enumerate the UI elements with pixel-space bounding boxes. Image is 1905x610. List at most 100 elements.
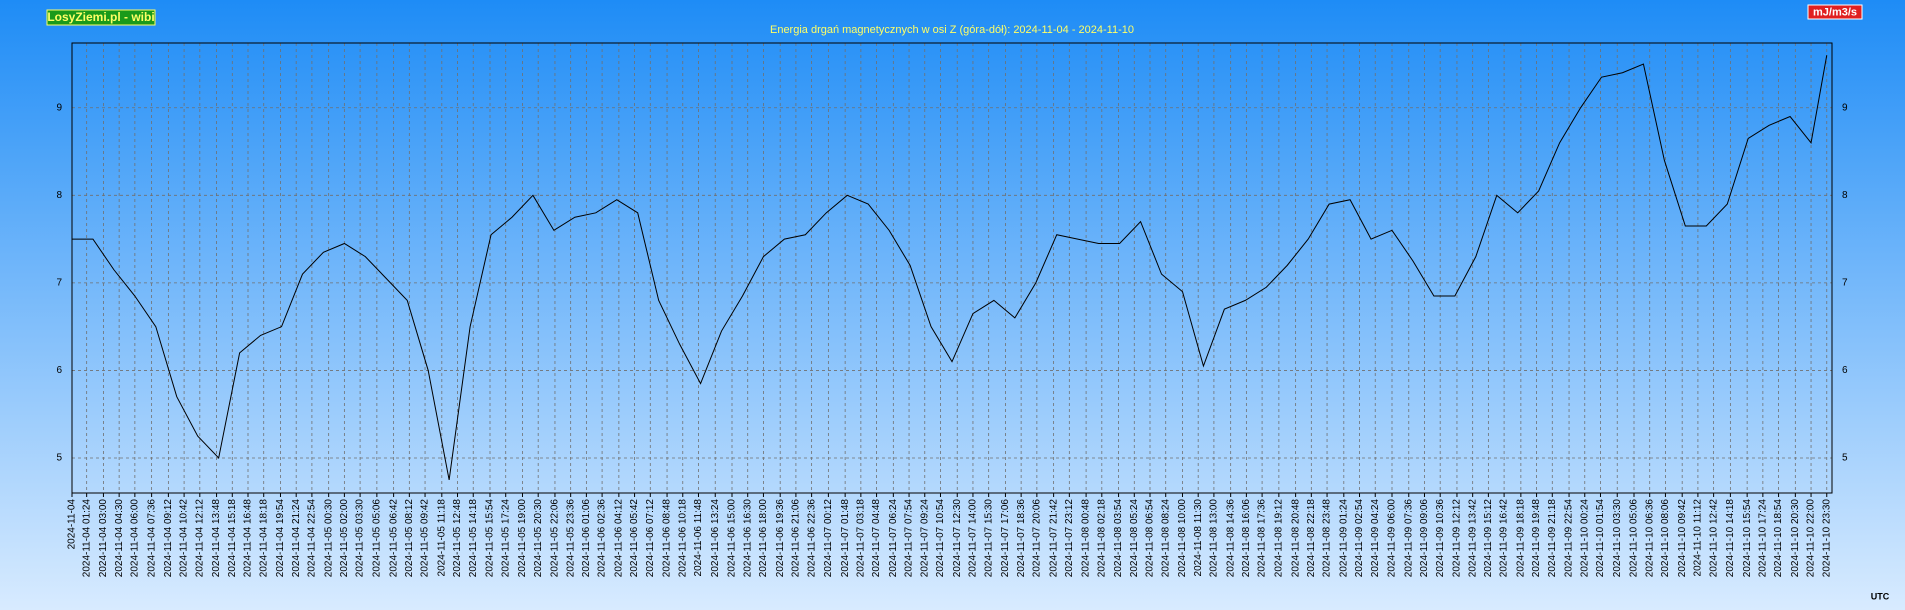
x-tick-label: 2024-11-06 18:00	[758, 499, 769, 578]
x-tick-label: 2024-11-04 06:00	[129, 499, 140, 578]
x-tick-label: 2024-11-08 14:36	[1225, 499, 1236, 578]
x-tick-label: 2024-11-05 08:12	[404, 499, 415, 578]
x-tick-label: 2024-11-07 18:36	[1016, 499, 1027, 578]
x-tick-label: 2024-11-07 04:48	[871, 499, 882, 578]
x-tick-label: 2024-11-07 07:54	[904, 499, 915, 578]
y-tick-label-right: 9	[1842, 102, 1848, 113]
x-tick-label: 2024-11-06 16:30	[742, 499, 753, 578]
x-tick-label: 2024-11-05 09:42	[420, 499, 431, 578]
x-tick-label: 2024-11-05 05:06	[371, 499, 382, 578]
x-tick-label: 2024-11-05 17:24	[500, 499, 511, 578]
x-tick-label: 2024-11-10 20:30	[1790, 499, 1801, 578]
x-tick-label: 2024-11-06 07:12	[645, 499, 656, 578]
x-tick-label: 2024-11-06 01:06	[581, 499, 592, 578]
x-tick-label: 2024-11-10 00:24	[1579, 499, 1590, 578]
x-tick-label: 2024-11-05 03:30	[355, 499, 366, 578]
x-tick-label: 2024-11-10 09:42	[1677, 499, 1688, 578]
x-tick-label: 2024-11-08 19:12	[1273, 499, 1284, 578]
x-tick-label: 2024-11-06 21:06	[791, 499, 802, 578]
x-tick-label: 2024-11-10 05:06	[1629, 499, 1640, 578]
x-tick-label: 2024-11-09 21:18	[1547, 499, 1558, 578]
x-tick-label: 2024-11-07 09:24	[919, 499, 930, 578]
x-tick-label: 2024-11-09 09:06	[1419, 499, 1430, 578]
x-tick-label: 2024-11-07 20:06	[1031, 499, 1042, 578]
x-tick-label: 2024-11-10 01:54	[1595, 499, 1606, 578]
y-tick-label: 6	[56, 365, 62, 376]
x-tick-label: 2024-11-08 02:18	[1096, 499, 1107, 578]
x-tick-label: 2024-11-07 21:42	[1048, 499, 1059, 578]
x-tick-label: 2024-11-09 06:00	[1387, 499, 1398, 578]
x-tick-label: 2024-11-08 03:54	[1113, 499, 1124, 578]
x-tick-label: 2024-11-05 23:36	[565, 499, 576, 578]
x-tick-label: 2024-11-06 08:48	[662, 499, 673, 578]
y-tick-label-right: 5	[1842, 453, 1848, 464]
x-tick-label: 2024-11-07 23:12	[1064, 499, 1075, 578]
x-tick-label: 2024-11-08 05:24	[1129, 499, 1140, 578]
x-tick-label: 2024-11-04 21:24	[291, 499, 302, 578]
x-tick-label: 2024-11-05 15:54	[485, 499, 496, 578]
x-tick-label: 2024-11-10 12:42	[1708, 499, 1719, 578]
y-tick-label: 8	[56, 190, 62, 201]
x-tick-label: 2024-11-08 23:48	[1322, 499, 1333, 578]
x-tick-label: 2024-11-06 22:36	[806, 499, 817, 578]
x-tick-label: 2024-11-06 02:36	[597, 499, 608, 578]
x-tick-label: 2024-11-04 10:42	[179, 499, 190, 578]
x-tick-label: 2024-11-06 04:12	[613, 499, 624, 578]
x-tick-label: 2024-11-04 03:00	[98, 499, 109, 578]
x-tick-label: 2024-11-09 15:12	[1483, 499, 1494, 578]
x-tick-label: 2024-11-09 16:42	[1499, 499, 1510, 578]
x-tick-label: 2024-11-04 07:36	[146, 499, 157, 578]
x-tick-label: 2024-11-05 06:42	[388, 499, 399, 578]
x-tick-label: 2024-11-07 00:12	[823, 499, 834, 578]
x-tick-label: 2024-11-08 10:00	[1177, 499, 1188, 578]
y-tick-label-right: 8	[1842, 190, 1848, 201]
x-tick-label: 2024-11-10 11:12	[1693, 499, 1704, 577]
x-tick-label: 2024-11-05 00:30	[323, 499, 334, 578]
x-tick-label: 2024-11-10 03:30	[1612, 499, 1623, 578]
x-tick-label: 2024-11-08 13:00	[1209, 499, 1220, 578]
x-tick-label: 2024-11-08 22:18	[1306, 499, 1317, 578]
x-tick-label: 2024-11-10 22:00	[1806, 499, 1817, 578]
x-tick-label: 2024-11-08 17:36	[1257, 499, 1268, 578]
x-tick-label: 2024-11-04 22:54	[307, 499, 318, 578]
y-tick-label-right: 6	[1842, 365, 1848, 376]
chart-title: Energia drgań magnetycznych w osi Z (gór…	[770, 24, 1134, 36]
x-tick-label: 2024-11-04 18:18	[258, 499, 269, 578]
x-tick-label: 2024-11-10 17:24	[1757, 499, 1768, 578]
x-tick-label: 2024-11-07 06:24	[888, 499, 899, 578]
x-tick-label: 2024-11-09 19:48	[1531, 499, 1542, 578]
x-tick-label: 2024-11-09 02:54	[1354, 499, 1365, 578]
x-tick-label: 2024-11-10 06:36	[1644, 499, 1655, 578]
x-tick-label: 2024-11-10 15:54	[1742, 499, 1753, 578]
x-tick-label: 2024-11-05 11:18	[436, 499, 447, 577]
x-tick-label: 2024-11-06 10:18	[677, 499, 688, 578]
x-tick-label: 2024-11-06 11:48	[693, 499, 704, 577]
x-tick-label: 2024-11-07 15:30	[983, 499, 994, 578]
x-tick-label: 2024-11-10 23:30	[1821, 499, 1832, 578]
x-tick-label: 2024-11-07 10:54	[935, 499, 946, 578]
x-tick-label: 2024-11-07 17:06	[1000, 499, 1011, 578]
plot-frame	[71, 42, 1833, 494]
x-tick-label: 2024-11-06 13:24	[710, 499, 721, 578]
x-tick-label: 2024-11-08 16:06	[1241, 499, 1252, 578]
brand-badge	[46, 9, 156, 26]
x-tick-label: 2024-11-10 18:54	[1773, 499, 1784, 578]
x-tick-label: 2024-11-07 12:30	[952, 499, 963, 578]
x-tick-label: 2024-11-07 01:48	[840, 499, 851, 578]
x-tick-label: 2024-11-04 13:48	[211, 499, 222, 578]
x-tick-label: 2024-11-09 22:54	[1564, 499, 1575, 578]
y-tick-label: 5	[56, 453, 62, 464]
x-tick-label: 2024-11-10 08:06	[1660, 499, 1671, 578]
x-tick-label: 2024-11-04	[67, 499, 78, 550]
x-tick-label: 2024-11-06 15:00	[727, 499, 738, 578]
x-tick-label: 2024-11-04 09:12	[163, 499, 174, 578]
x-tick-label: 2024-11-07 14:00	[968, 499, 979, 578]
x-tick-label: 2024-11-09 04:24	[1370, 499, 1381, 578]
x-tick-label: 2024-11-04 01:24	[81, 499, 92, 578]
x-tick-label: 2024-11-08 00:48	[1081, 499, 1092, 578]
x-tick-label: 2024-11-08 06:54	[1145, 499, 1156, 578]
unit-badge	[1807, 4, 1863, 20]
x-axis-note: UTC	[1871, 591, 1890, 601]
